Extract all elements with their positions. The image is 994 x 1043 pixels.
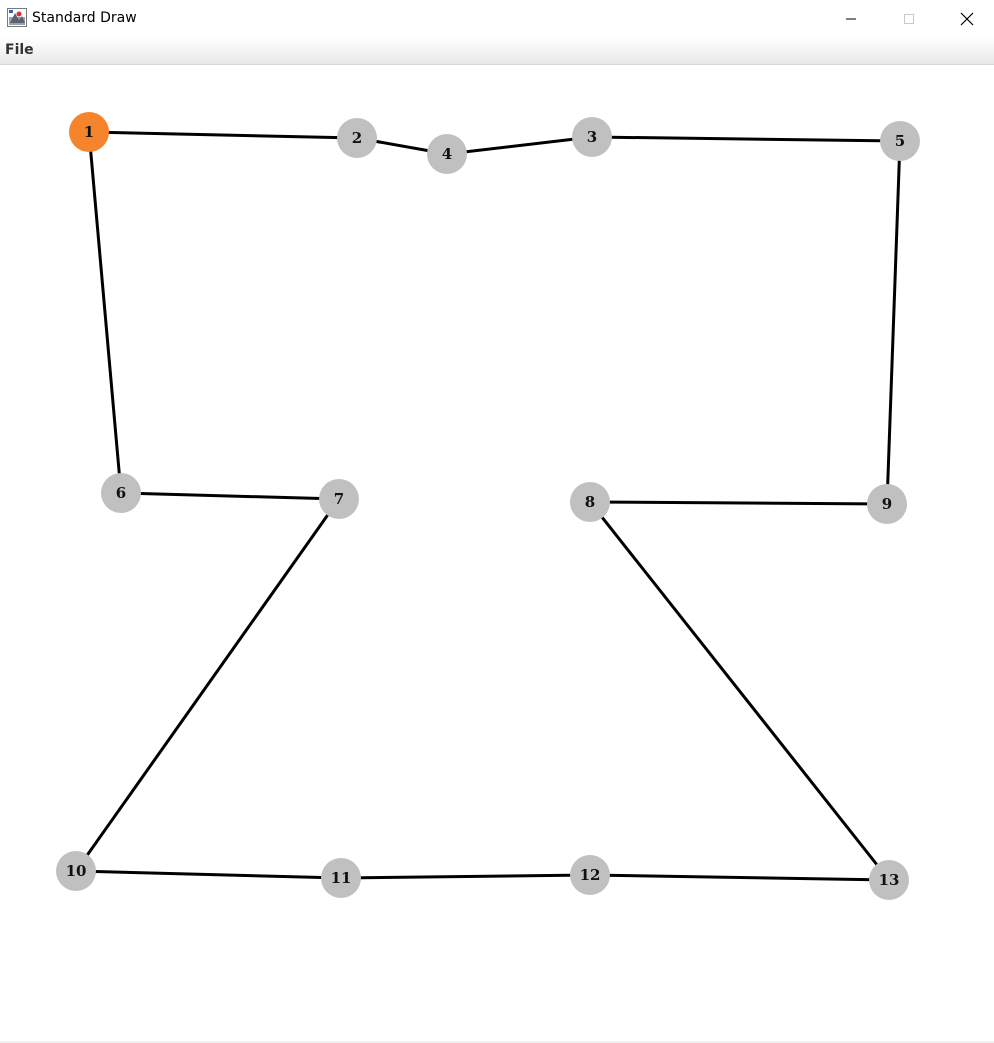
menu-bar: File — [0, 37, 994, 65]
node-label-13: 13 — [879, 871, 900, 889]
node-1: 1 — [69, 112, 109, 152]
node-3: 3 — [572, 117, 612, 157]
drawing-canvas[interactable]: 1 2 3 4 5 6 7 8 9 10 11 12 13 — [0, 65, 994, 1041]
node-6: 6 — [101, 473, 141, 513]
node-label-1: 1 — [84, 123, 94, 141]
node-label-2: 2 — [352, 129, 362, 147]
node-label-12: 12 — [580, 866, 601, 884]
node-circle-10 — [56, 851, 96, 891]
window-title: Standard Draw — [32, 10, 137, 26]
node-label-11: 11 — [331, 869, 352, 887]
node-circle-8 — [570, 482, 610, 522]
node-circle-9 — [867, 484, 907, 524]
edge-10-7 — [74, 498, 341, 872]
edge-6-1 — [87, 131, 123, 494]
edge-13-12 — [589, 873, 890, 882]
node-4: 4 — [427, 134, 467, 174]
java-app-icon — [7, 8, 27, 27]
node-label-9: 9 — [882, 495, 892, 513]
node-circle-13 — [869, 860, 909, 900]
close-button[interactable] — [938, 0, 994, 37]
edge-12-11 — [340, 873, 591, 880]
edge-4-3 — [446, 135, 593, 156]
node-label-10: 10 — [66, 862, 87, 880]
node-circle-3 — [572, 117, 612, 157]
node-9: 9 — [867, 484, 907, 524]
edges-layer — [74, 130, 902, 882]
node-circle-4 — [427, 134, 467, 174]
node-8: 8 — [570, 482, 610, 522]
node-label-4: 4 — [442, 145, 452, 163]
node-circle-2 — [337, 118, 377, 158]
node-label-7: 7 — [334, 490, 344, 508]
node-circle-12 — [570, 855, 610, 895]
maximize-button[interactable] — [880, 0, 938, 37]
menu-file[interactable]: File — [5, 42, 34, 58]
node-circle-11 — [321, 858, 361, 898]
node-11: 11 — [321, 858, 361, 898]
edge-3-5 — [591, 135, 901, 143]
node-7: 7 — [319, 479, 359, 519]
bottom-edge — [0, 1041, 994, 1043]
node-13: 13 — [869, 860, 909, 900]
close-icon — [960, 12, 974, 25]
title-bar[interactable]: Standard Draw — [0, 0, 994, 37]
edge-7-6 — [120, 491, 340, 501]
node-circle-6 — [101, 473, 141, 513]
node-5: 5 — [880, 121, 920, 161]
minimize-button[interactable] — [822, 0, 880, 37]
edge-1-2 — [88, 130, 358, 140]
node-label-3: 3 — [587, 128, 597, 146]
node-label-6: 6 — [116, 484, 126, 502]
node-circle-7 — [319, 479, 359, 519]
maximize-icon — [904, 13, 914, 24]
edge-9-8 — [589, 500, 888, 506]
node-2: 2 — [337, 118, 377, 158]
edge-5-9 — [885, 140, 902, 505]
edge-8-13 — [588, 501, 891, 881]
node-label-8: 8 — [585, 493, 595, 511]
node-circle-5 — [880, 121, 920, 161]
node-label-5: 5 — [895, 132, 905, 150]
edge-11-10 — [75, 869, 342, 880]
node-10: 10 — [56, 851, 96, 891]
minimize-icon — [846, 18, 856, 19]
node-circle-1 — [69, 112, 109, 152]
node-12: 12 — [570, 855, 610, 895]
